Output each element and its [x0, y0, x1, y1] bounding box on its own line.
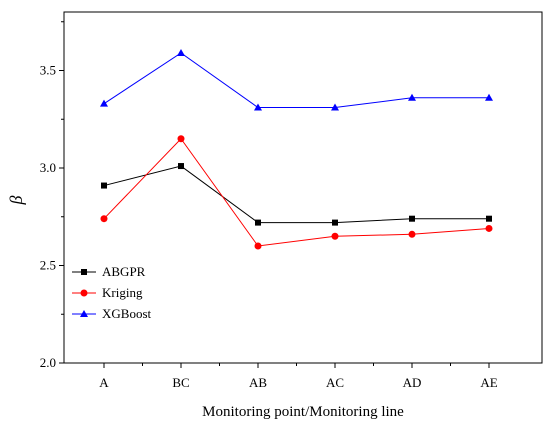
series-line-abgpr	[103, 165, 489, 224]
legend-label: XGBoost	[102, 306, 152, 321]
x-tick-label: BC	[172, 375, 189, 390]
data-point-kriging	[331, 232, 339, 240]
data-point-abgpr	[486, 215, 492, 222]
x-tick-labels: A BC AB AC AD AE	[99, 375, 497, 390]
data-point-xgboost	[254, 103, 262, 111]
series-line-xgboost	[103, 52, 489, 109]
y-tick-labels: 2.0 2.5 3.0 3.5	[40, 63, 56, 371]
x-tick-label: A	[99, 375, 109, 390]
data-point-abgpr	[178, 163, 184, 170]
data-point-xgboost	[485, 93, 493, 101]
data-point-xgboost	[331, 103, 339, 111]
y-axis-title: β	[6, 195, 26, 205]
legend-marker	[80, 310, 88, 317]
legend: ABGPR Kriging XGBoost	[72, 264, 152, 321]
y-tick-label: 3.0	[40, 160, 56, 175]
y-tick-label: 3.5	[40, 63, 56, 78]
data-point-xgboost	[408, 93, 416, 101]
series-lines	[103, 52, 490, 247]
legend-label: Kriging	[102, 285, 143, 300]
x-tick-label: AE	[480, 375, 497, 390]
x-tick-label: AC	[326, 375, 344, 390]
x-tick-label: AD	[403, 375, 422, 390]
data-point-kriging	[254, 242, 262, 250]
plot-frame	[63, 11, 543, 364]
y-tick-label: 2.5	[40, 258, 56, 273]
legend-label: ABGPR	[102, 264, 146, 279]
data-point-xgboost	[100, 99, 108, 107]
data-point-abgpr	[332, 219, 338, 226]
data-point-abgpr	[101, 182, 107, 189]
legend-marker	[80, 289, 88, 297]
series-line-kriging	[103, 137, 490, 247]
legend-marker	[81, 269, 87, 275]
data-point-abgpr	[255, 219, 261, 226]
y-tick-label: 2.0	[40, 355, 56, 370]
data-point-kriging	[100, 215, 108, 223]
data-point-kriging	[408, 230, 416, 238]
axis-ticks	[59, 21, 490, 368]
data-point-kriging	[177, 135, 185, 143]
data-point-kriging	[485, 224, 493, 232]
data-point-abgpr	[409, 215, 415, 222]
data-point-xgboost	[177, 48, 185, 56]
x-axis-title: Monitoring point/Monitoring line	[202, 404, 404, 420]
series-markers	[100, 48, 493, 250]
x-tick-label: AB	[249, 375, 267, 390]
